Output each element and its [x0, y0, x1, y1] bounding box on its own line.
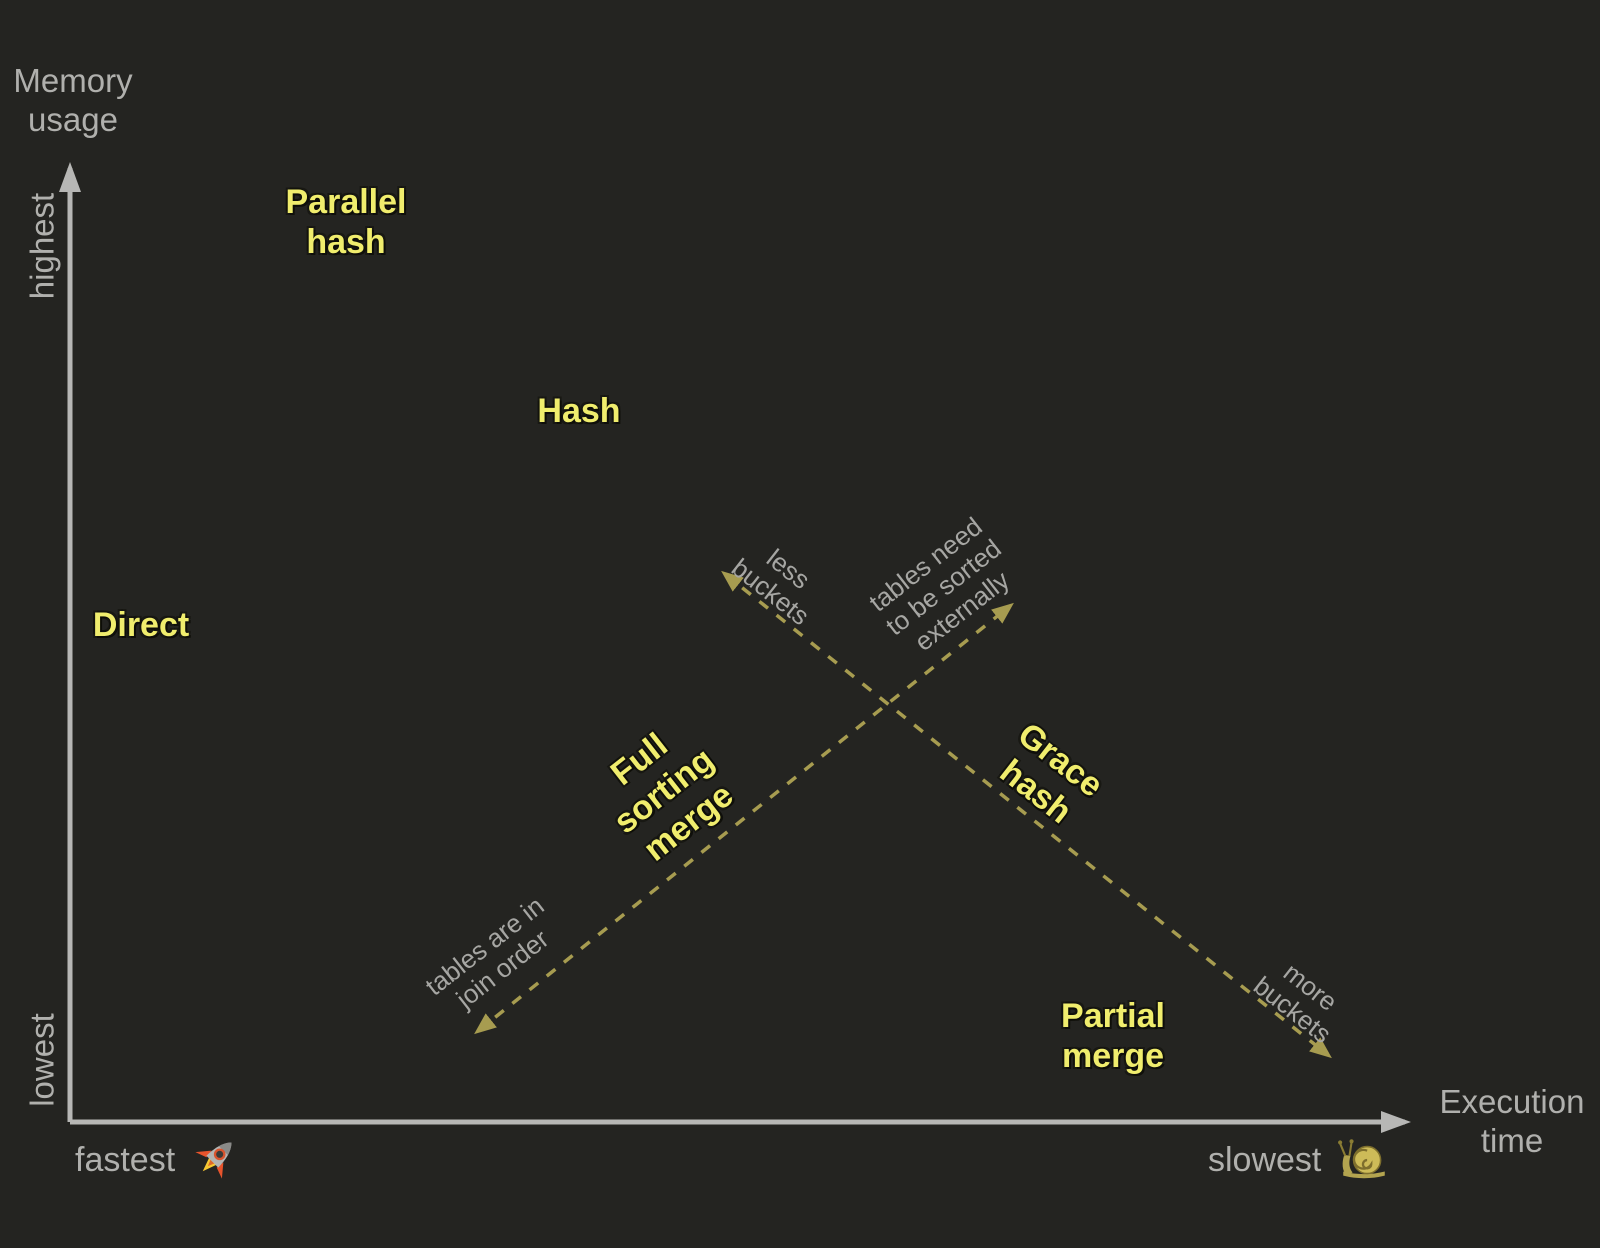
x-axis-slow-label: slowest	[1208, 1140, 1322, 1179]
x-axis-fast-label: fastest	[75, 1140, 176, 1179]
rocket-icon	[191, 1133, 241, 1188]
y-axis-high-label: highest	[23, 192, 61, 300]
x-axis-fast-end: fastest	[75, 1134, 241, 1186]
sorting-tradeoff-arrow	[474, 602, 1014, 1035]
y-axis-low-label: lowest	[23, 1013, 61, 1107]
x-axis-slow-end: slowest	[1208, 1134, 1391, 1186]
y-axis-title: Memory usage	[13, 62, 133, 138]
buckets-tradeoff-arrow	[721, 570, 1332, 1059]
x-axis-title: Execution time	[1439, 1083, 1585, 1159]
method-parallel-hash: Parallel hash	[285, 182, 407, 261]
snail-icon	[1337, 1134, 1391, 1187]
method-partial-merge: Partial merge	[1061, 996, 1165, 1075]
method-hash: Hash	[537, 391, 621, 430]
method-direct: Direct	[92, 605, 190, 644]
